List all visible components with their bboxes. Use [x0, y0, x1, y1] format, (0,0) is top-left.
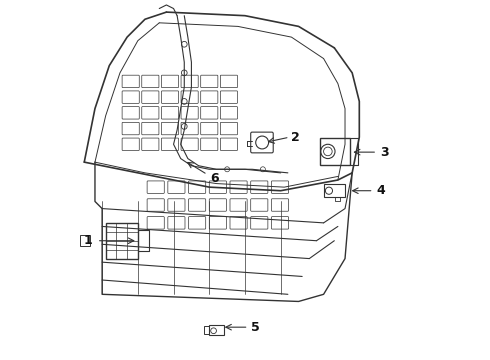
- Text: 6: 6: [210, 172, 219, 185]
- Text: 1: 1: [83, 234, 92, 247]
- Text: 2: 2: [291, 131, 299, 144]
- Text: 4: 4: [376, 184, 385, 197]
- Text: 5: 5: [251, 321, 260, 334]
- Text: 3: 3: [380, 146, 389, 159]
